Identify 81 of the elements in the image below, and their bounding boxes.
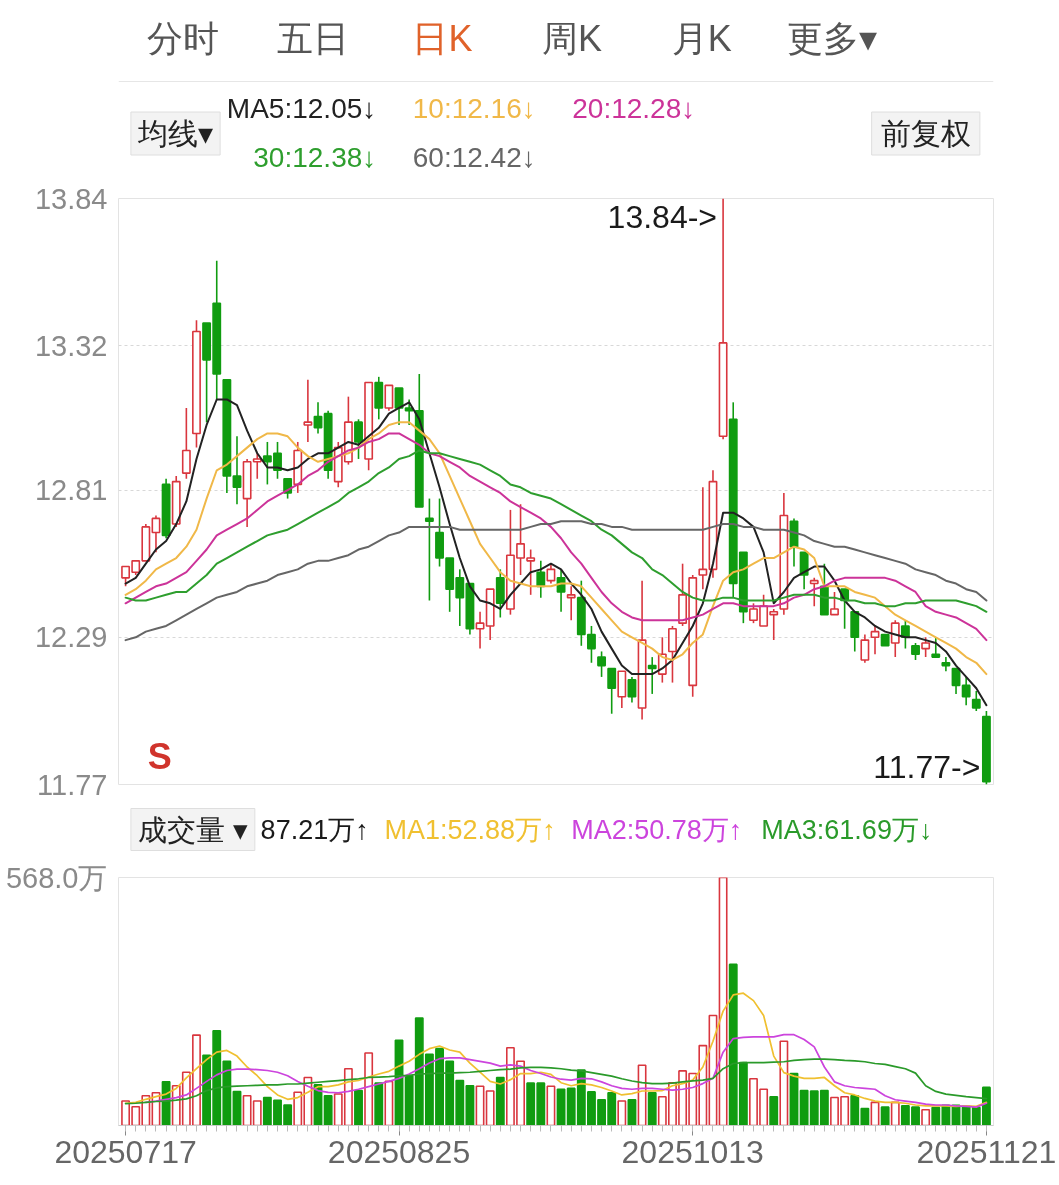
candlestick [961,676,971,707]
candlestick [252,452,262,480]
y-tick-label: 13.84 [34,182,108,215]
bar [617,1100,627,1126]
candlestick [809,577,819,607]
annotation: 11.77-> [873,748,981,785]
x-tick-label: 20250825 [327,1133,471,1170]
candlestick [313,401,323,435]
text: 均线▾ [137,117,214,150]
text: 成交量 ▾ [137,813,248,846]
bar [364,1052,374,1126]
text: MA3:61.69万↓ [761,814,933,845]
text: 前复权 [880,117,971,150]
y-tick-label: 13.32 [34,329,108,362]
bar [485,1090,495,1126]
candlestick [597,650,607,678]
candlestick [181,407,191,480]
y-tick-label: 12.81 [34,474,108,507]
bar [495,1076,505,1126]
text: 30:12.38↓ [253,142,377,173]
candlestick [698,486,708,590]
annotation: S [147,736,172,778]
text: 五日 [276,18,349,59]
bar [880,1106,890,1126]
line-series [124,432,988,642]
text: 月K [671,18,732,59]
candlestick [566,585,576,622]
candlestick [404,398,414,426]
candlestick [384,384,394,412]
candlestick [870,625,880,656]
text: 20:12.28↓ [572,93,696,124]
x-tick-label: 20250717 [54,1133,197,1170]
candlestick [546,562,556,585]
bar [921,1108,931,1126]
candlestick [830,591,839,616]
candlestick [971,690,981,712]
text: 10:12.16↓ [412,93,536,124]
line-series [124,449,988,613]
candlestick [627,676,637,704]
candlestick [921,636,931,658]
bar [384,1080,394,1126]
candlestick [475,611,485,650]
candlestick [424,497,434,602]
bar [374,1082,384,1126]
bar [890,1101,900,1126]
candlestick [647,656,657,695]
text: 周K [542,18,603,59]
candlestick [354,418,363,460]
text: MA5:12.05↓ [226,93,377,124]
text: 日K [412,18,473,59]
x-tick-label: 20251013 [621,1133,764,1170]
bar [779,1040,789,1126]
bar [637,1064,647,1126]
line-series [124,520,988,642]
annotation: 13.84-> [607,198,718,235]
bar [323,1095,333,1126]
bar [647,1091,657,1126]
text: 分时 [146,18,219,59]
y-tick-label: 568.0万 [5,861,108,894]
text: MA2:50.78万↑ [571,814,743,845]
bar [718,877,728,1126]
bar [475,1085,485,1126]
text: 60:12.42↓ [412,142,536,173]
text: 更多▾ [786,18,877,59]
candlestick [931,636,941,658]
y-tick-label: 11.77 [37,768,108,801]
text: MA1:52.88万↑ [384,814,556,845]
candlestick [303,378,313,443]
candlestick [668,625,677,684]
candlestick [860,633,870,664]
bar [546,1085,556,1126]
candlestick [607,667,617,715]
bar [354,1089,363,1126]
y-tick-label: 12.29 [34,621,108,654]
bar [769,1095,779,1126]
candlestick [536,560,546,599]
line-series [124,421,988,676]
candlestick [232,435,242,506]
text: 87.21万↑ [260,814,369,845]
candlestick [890,619,900,658]
x-tick-label: 20251121 [916,1133,1057,1170]
